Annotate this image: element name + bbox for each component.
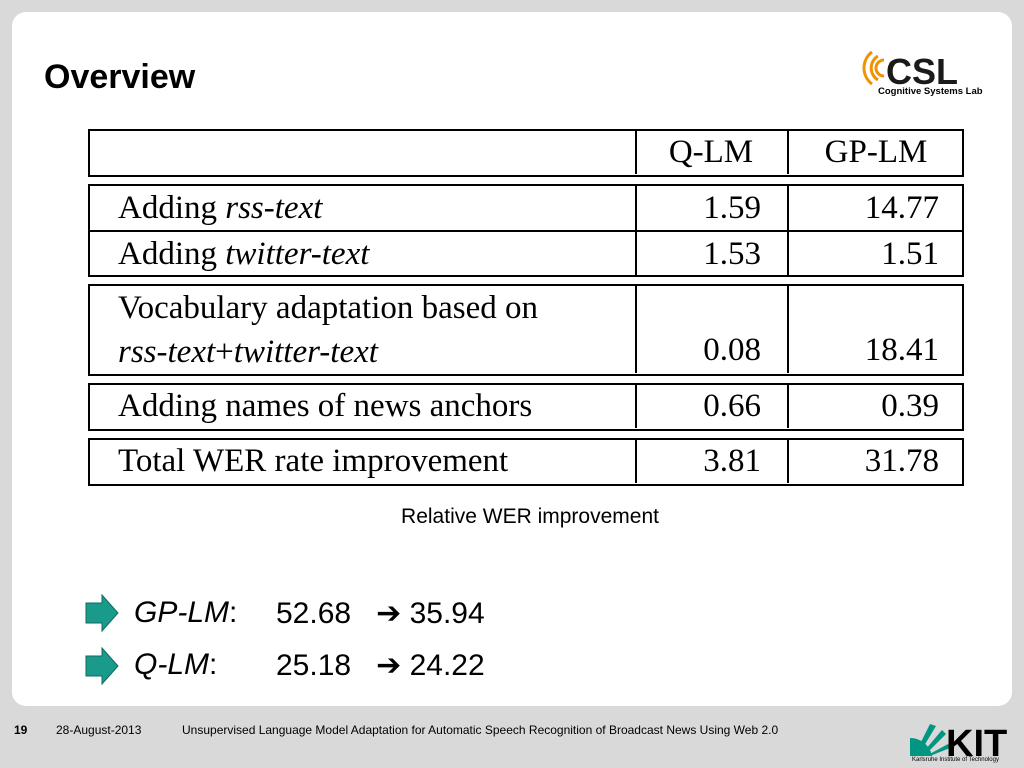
- page-number: 19: [14, 723, 28, 737]
- kit-logo: KIT: [910, 723, 1007, 762]
- table-block-anchors: Adding names of news anchors 0.66 0.39: [88, 383, 964, 431]
- row-gp-lm-value: 0.39: [787, 385, 963, 428]
- table-block-total: Total WER rate improvement 3.81 31.78: [88, 438, 964, 486]
- row-label: Total WER rate improvement: [118, 443, 509, 479]
- svg-text:KIT: KIT: [946, 723, 1007, 762]
- row-q-lm-value: 1.53: [635, 232, 785, 276]
- slide: [12, 12, 1012, 706]
- bullet-values: 52.68 ➔ 35.94: [276, 597, 485, 630]
- arrow-bullet-icon: [85, 594, 119, 632]
- arrow-bullet-icon: [85, 647, 119, 685]
- row-gp-lm-value: 1.51: [787, 232, 963, 276]
- row-q-lm-value: 0.08: [635, 286, 785, 373]
- row-label: Vocabulary adaptation based on rss-text+…: [118, 289, 539, 370]
- header-cell-q-lm: Q-LM: [635, 131, 785, 174]
- row-gp-lm-value: 31.78: [787, 440, 963, 483]
- bullet-label: Q-LM:: [134, 648, 218, 681]
- row-q-lm-value: 3.81: [635, 440, 785, 483]
- footer-title: Unsupervised Language Model Adaptation f…: [182, 723, 779, 737]
- table-row: Adding twitter-text 1.53 1.51: [90, 230, 962, 276]
- row-gp-lm-value: 14.77: [787, 186, 963, 230]
- row-q-lm-value: 0.66: [635, 385, 785, 428]
- table-header: Q-LM GP-LM: [88, 129, 964, 177]
- table-row: Total WER rate improvement 3.81 31.78: [90, 440, 962, 483]
- table-row: Adding names of news anchors 0.66 0.39: [90, 385, 962, 428]
- bullet-values: 25.18 ➔ 24.22: [276, 649, 485, 682]
- csl-logo-subtitle: Cognitive Systems Lab: [878, 86, 983, 97]
- row-gp-lm-value: 18.41: [787, 286, 963, 373]
- table-row: Adding rss-text 1.59 14.77: [90, 186, 962, 230]
- table-row: Vocabulary adaptation based on rss-text+…: [90, 286, 962, 373]
- row-q-lm-value: 1.59: [635, 186, 785, 230]
- slide-title: Overview: [44, 58, 196, 96]
- table-block-data-sources: Adding rss-text 1.59 14.77 Adding twitte…: [88, 184, 964, 277]
- row-label: Adding twitter-text: [118, 235, 370, 272]
- footer-date: 28-August-2013: [56, 723, 142, 737]
- row-label: Adding rss-text: [118, 189, 323, 226]
- table-block-vocabulary: Vocabulary adaptation based on rss-text+…: [88, 284, 964, 376]
- header-cell-gp-lm: GP-LM: [787, 131, 963, 174]
- row-label: Adding names of news anchors: [118, 388, 533, 424]
- table-caption: Relative WER improvement: [401, 505, 659, 528]
- svg-text:CSL: CSL: [886, 51, 958, 92]
- csl-logo: CSL: [862, 50, 958, 92]
- bullet-label: GP-LM:: [134, 596, 238, 629]
- kit-logo-subtitle: Karlsruhe Institute of Technology: [912, 757, 999, 763]
